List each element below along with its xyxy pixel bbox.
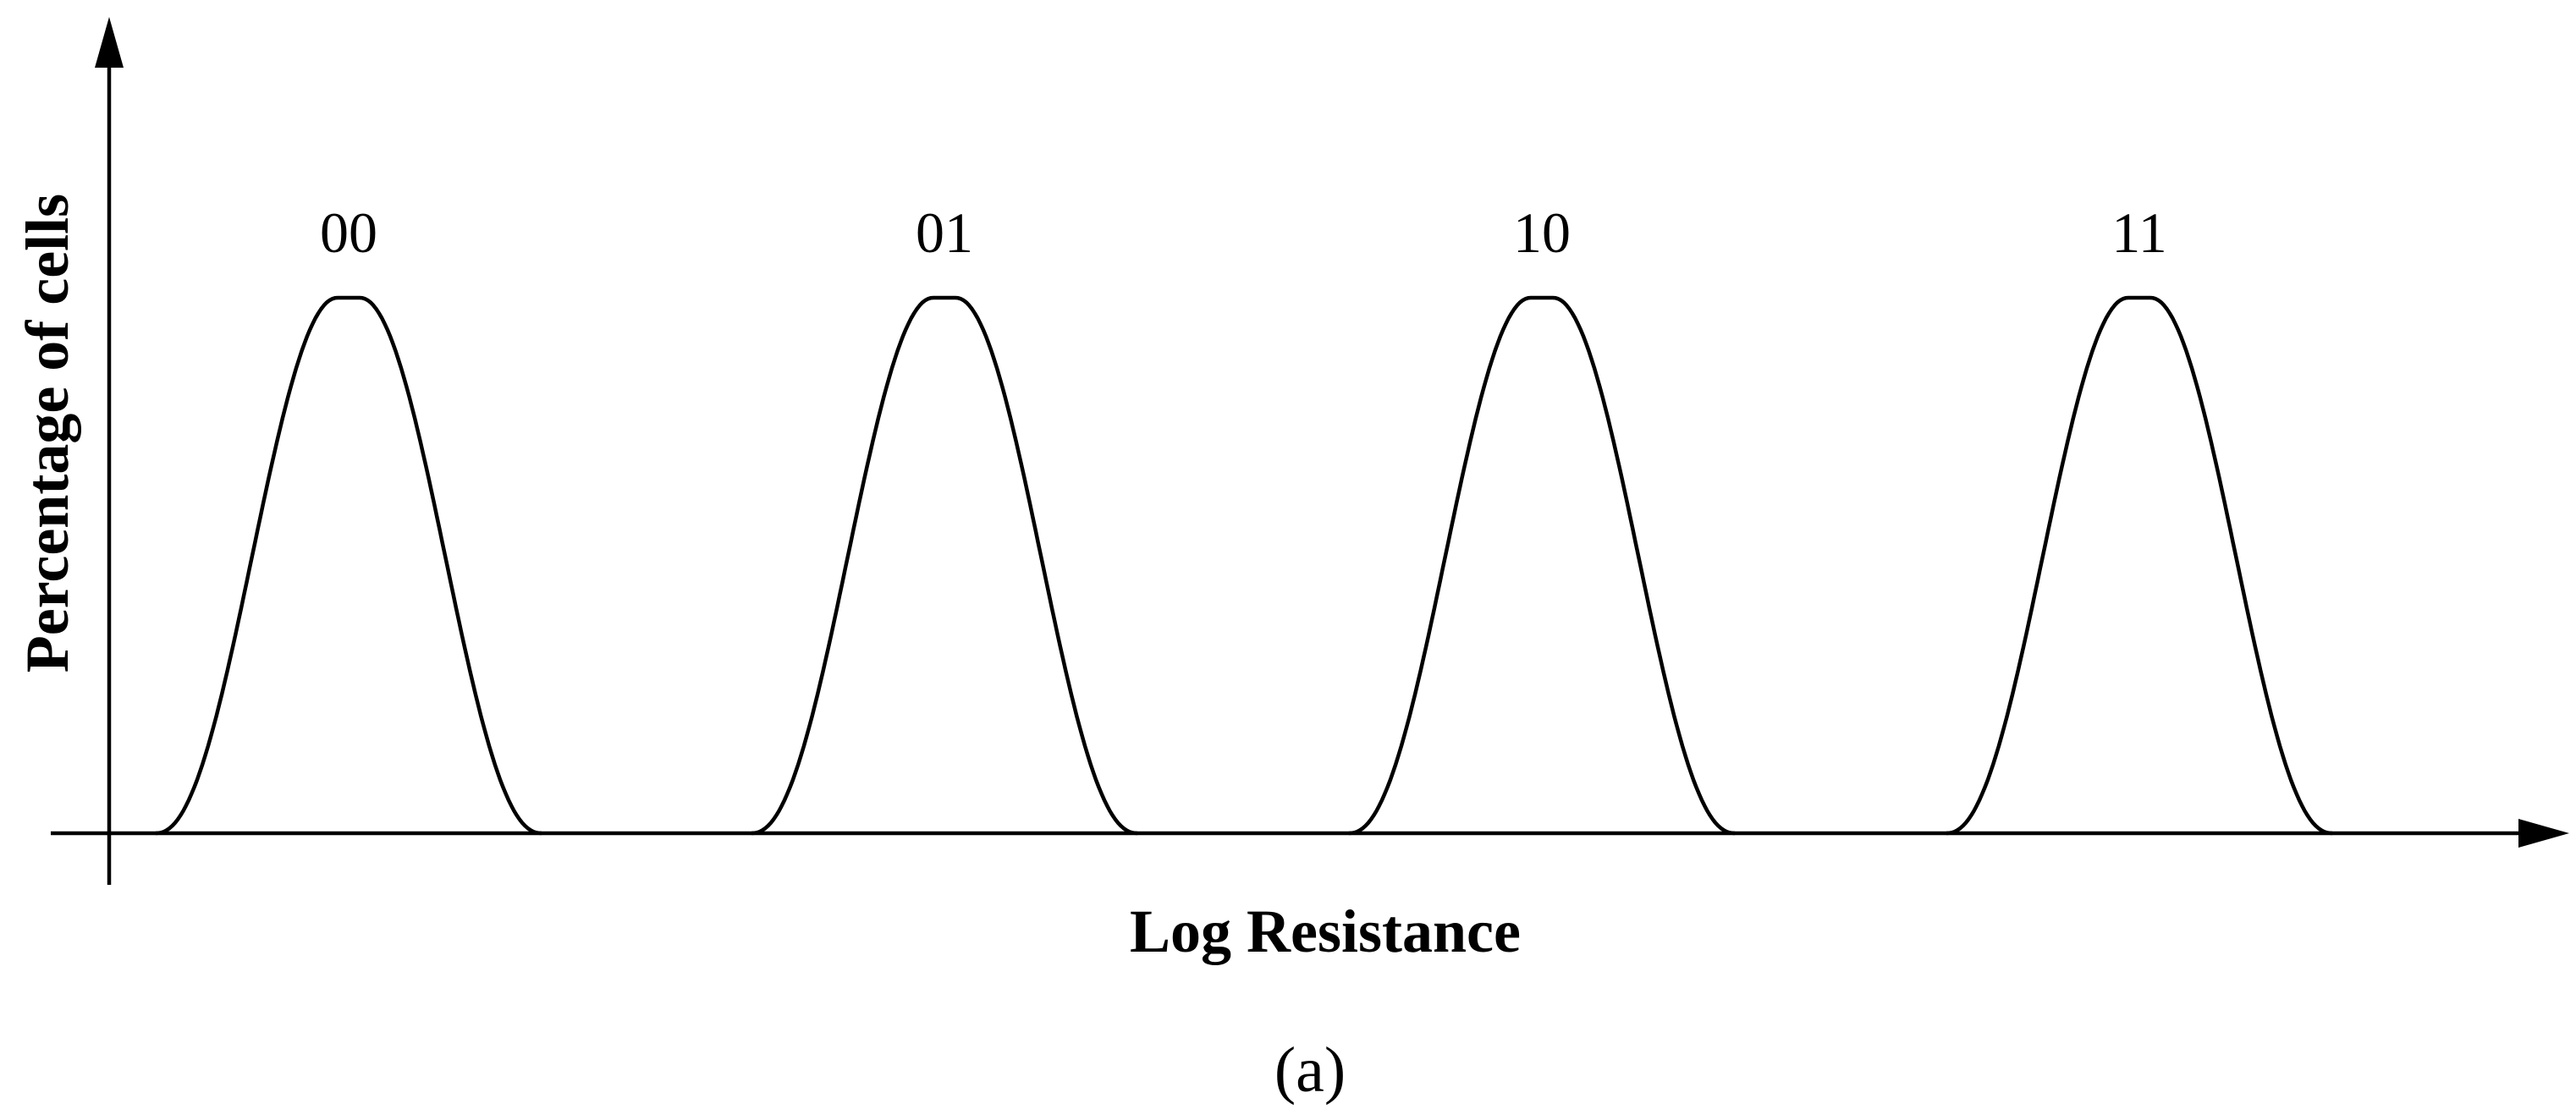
y-axis-title: Percentage of cells (14, 194, 81, 673)
state-label-10: 10 (1513, 200, 1571, 265)
figure-caption: (a) (1274, 1035, 1346, 1106)
x-axis-arrowhead (2518, 819, 2569, 848)
state-label-00: 00 (320, 200, 377, 265)
x-axis-title: Log Resistance (1130, 898, 1521, 965)
state-label-11: 11 (2111, 200, 2166, 265)
distribution-curve-01 (751, 295, 1138, 836)
y-axis-arrowhead (95, 17, 124, 68)
state-label-01: 01 (916, 200, 973, 265)
distribution-curve-10 (1348, 295, 1736, 836)
distribution-curve-11 (1946, 295, 2333, 836)
distribution-curve-00 (155, 295, 542, 836)
